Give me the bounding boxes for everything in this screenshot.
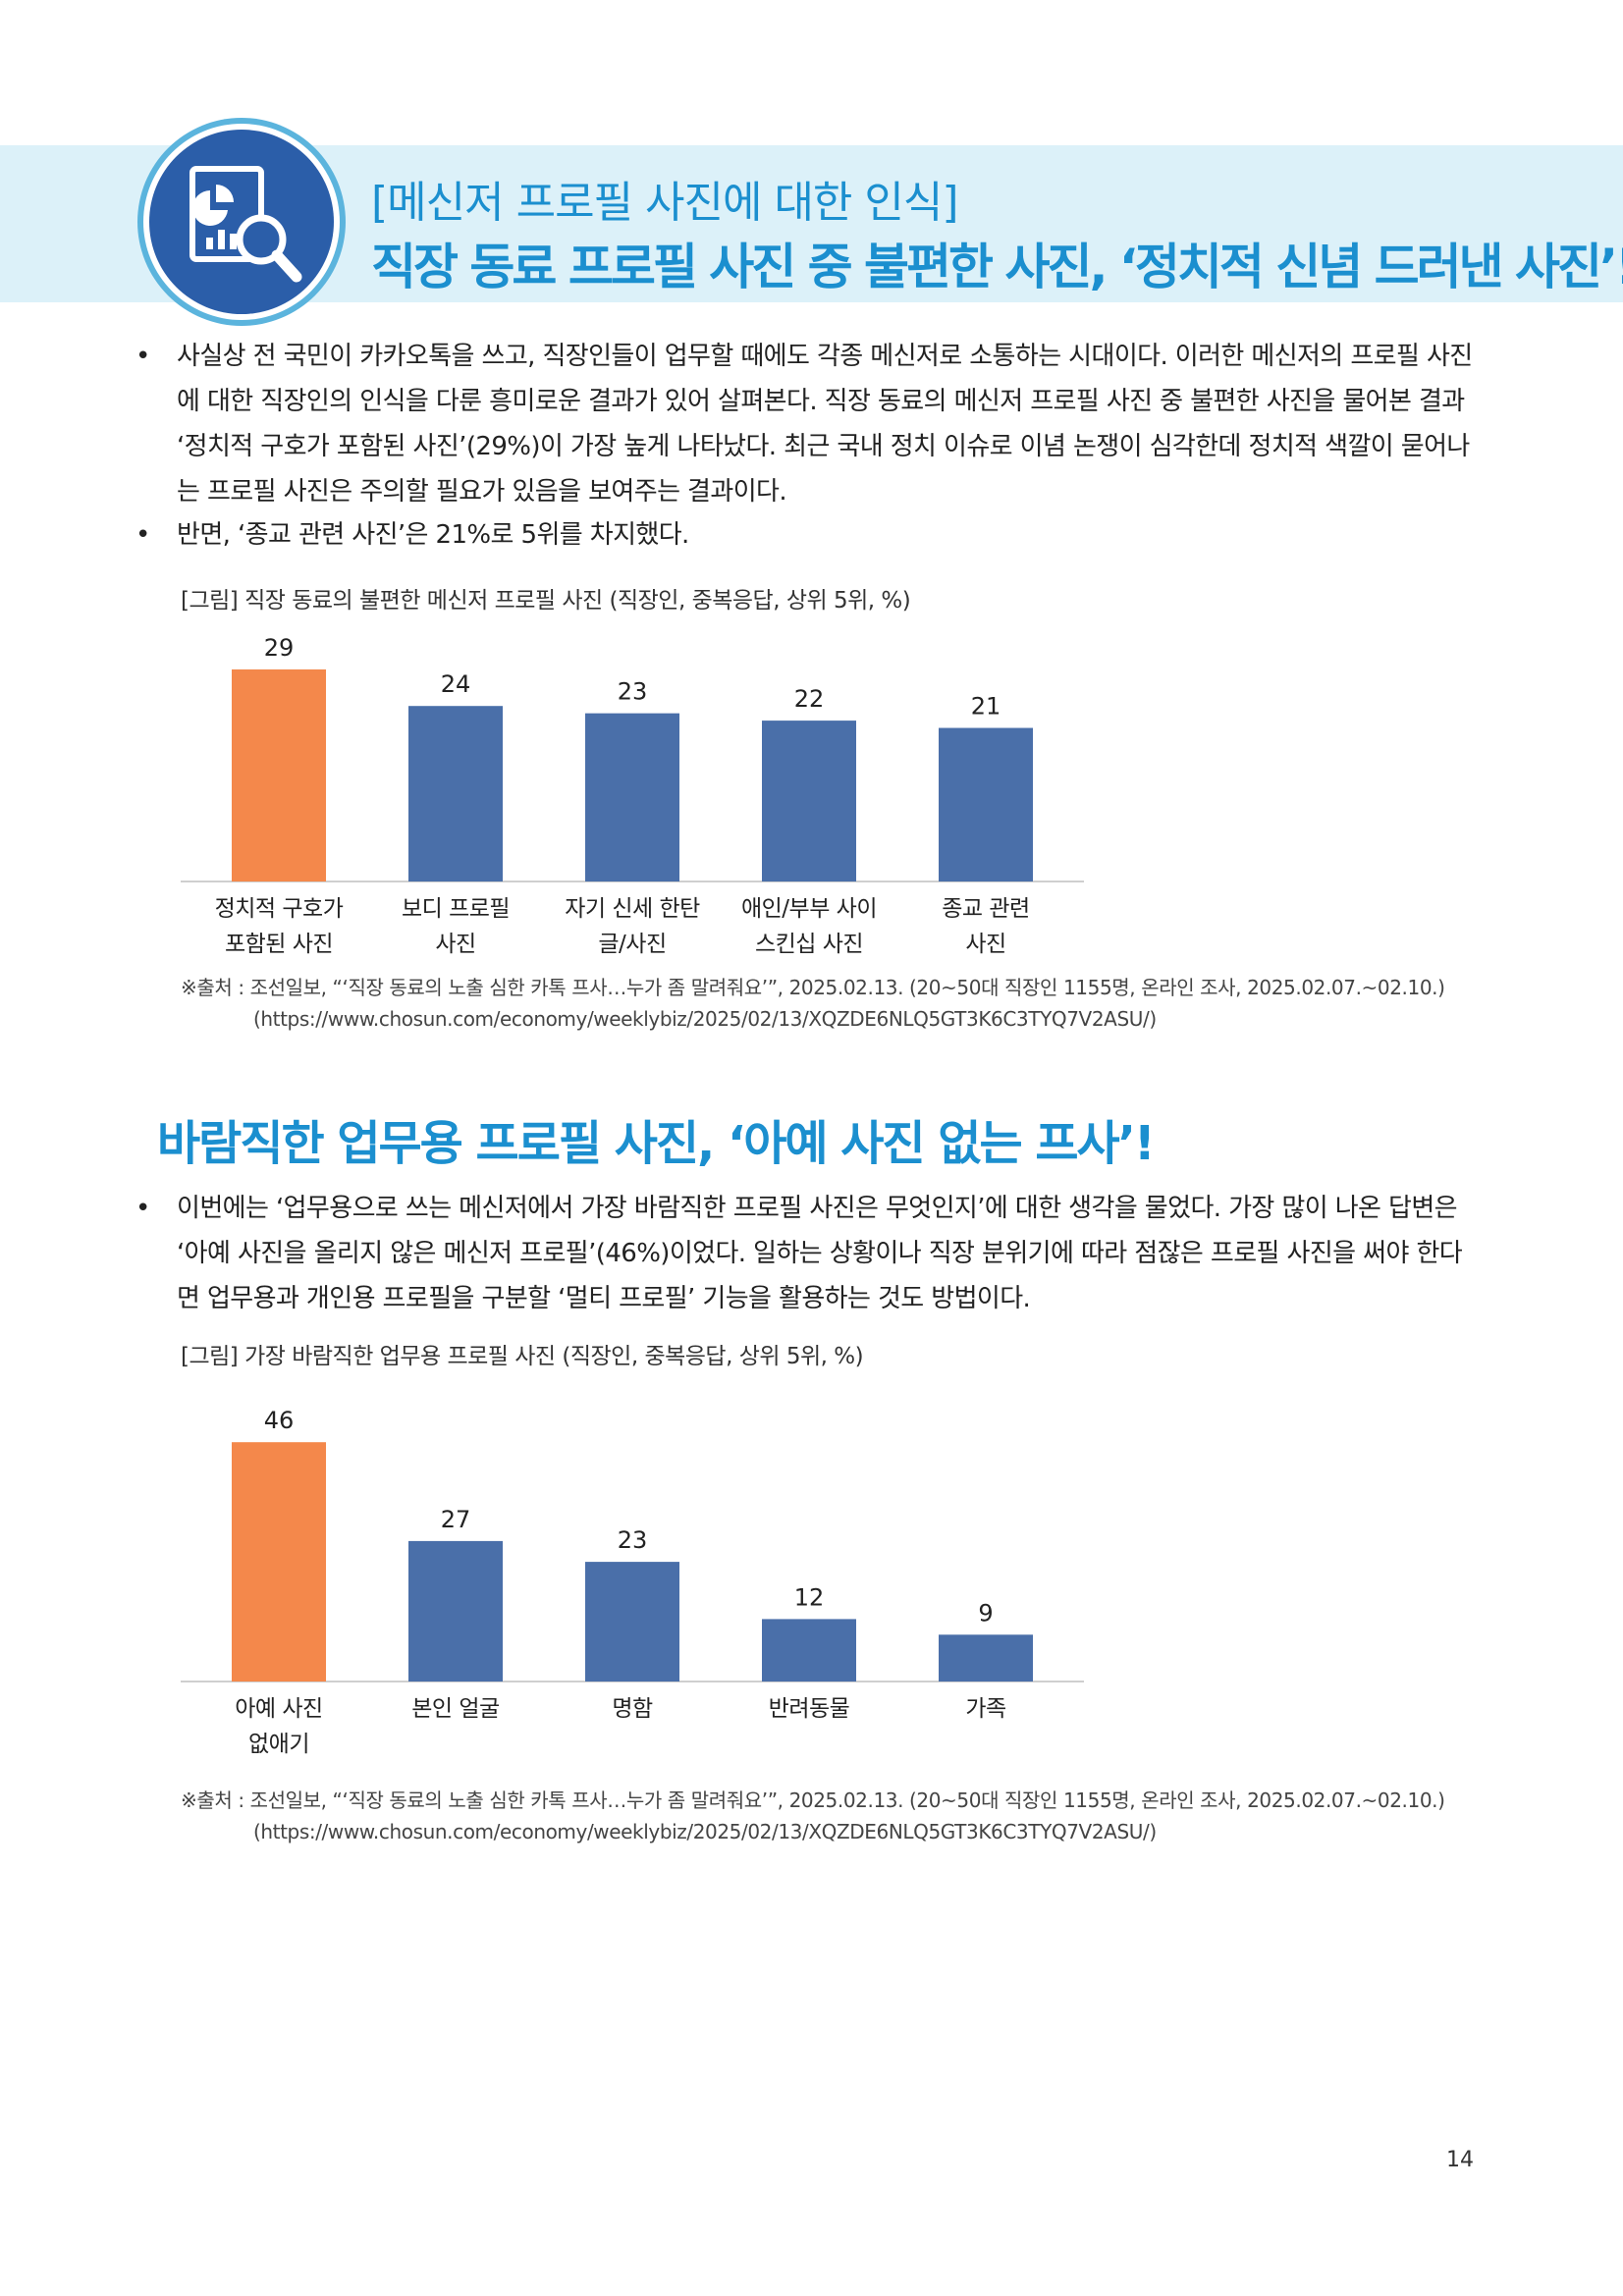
bar — [585, 713, 679, 881]
data-label: 24 — [441, 670, 471, 698]
category-label: 본인 얼굴 — [411, 1696, 500, 1722]
bar-chart-1: 29 24 23 22 21 정치적 구호가 포함된 사진 보디 프로필 사진 자기 신세 … — [0, 628, 1623, 967]
source-url: (https://www.chosun.com/economy/weeklybi… — [253, 1820, 1157, 1843]
header-title: 직장 동료 프로필 사진 중 불편한 사진, ‘정치적 신념 드러낸 사진’! — [371, 239, 1623, 295]
category-label: 가족 — [965, 1696, 1006, 1722]
category-label: 명함 — [612, 1696, 653, 1722]
bar — [408, 706, 503, 881]
data-label: 23 — [618, 1526, 648, 1554]
figure-title-2: [그림] 가장 바람직한 업무용 프로필 사진 (직장인, 중복응답, 상위 5… — [181, 1344, 864, 1369]
category-label: 정치적 구호가 포함된 사진 — [214, 896, 344, 957]
bar-chart-2: 46 27 23 12 9 아예 사진 없애기 본인 얼굴 명함 반려동물 가족 — [0, 1379, 1623, 1772]
figure-title-1: [그림] 직장 동료의 불편한 메신저 프로필 사진 (직장인, 중복응답, 상… — [181, 588, 911, 614]
bar — [232, 668, 326, 881]
category-label: 보디 프로필 사진 — [401, 896, 511, 957]
source-url: (https://www.chosun.com/economy/weeklybi… — [253, 1007, 1157, 1031]
section-title: 바람직한 업무용 프로필 사진, ‘아예 사진 없는 프사’! — [157, 1116, 1156, 1171]
data-label: 9 — [978, 1599, 993, 1627]
bullet-icon: • — [135, 1194, 150, 1223]
bar — [762, 1619, 856, 1682]
bar — [939, 727, 1033, 881]
bar — [232, 1442, 326, 1682]
bar-chart-2-svg: 46 27 23 12 9 — [181, 1407, 1084, 1682]
data-label: 27 — [441, 1506, 471, 1533]
source-note-1: ※출처 : 조선일보, “‘직장 동료의 노출 심한 카톡 프사…누가 좀 말려… — [181, 972, 1445, 1035]
category-label: 반려동물 — [768, 1696, 850, 1722]
bar — [939, 1634, 1033, 1682]
paragraph-1: • 사실상 전 국민이 카카오톡을 쓰고, 직장인들이 업무할 때에도 각종 메… — [135, 334, 1473, 514]
source-text: ※출처 : 조선일보, “‘직장 동료의 노출 심한 카톡 프사…누가 좀 말려… — [181, 976, 1445, 999]
header-badge — [149, 130, 334, 314]
data-label: 12 — [794, 1583, 825, 1611]
paragraph-text: 이번에는 ‘업무용으로 쓰는 메신저에서 가장 바람직한 프로필 사진은 무엇인… — [177, 1194, 1463, 1313]
data-label: 23 — [618, 678, 648, 706]
source-text: ※출처 : 조선일보, “‘직장 동료의 노출 심한 카톡 프사…누가 좀 말려… — [181, 1789, 1445, 1812]
bullet-icon: • — [135, 342, 150, 371]
data-label: 46 — [264, 1407, 295, 1434]
category-label: 아예 사진 없애기 — [235, 1696, 323, 1757]
data-label: 22 — [794, 685, 825, 713]
page-number: 14 — [1446, 2148, 1474, 2172]
paragraph-2: • 반면, ‘종교 관련 사진’은 21%로 5위를 차지했다. — [135, 512, 1473, 558]
category-label: 애인/부부 사이 스킨십 사진 — [740, 896, 878, 957]
category-label: 자기 신세 한탄 글/사진 — [565, 896, 700, 957]
source-note-2: ※출처 : 조선일보, “‘직장 동료의 노출 심한 카톡 프사…누가 좀 말려… — [181, 1785, 1445, 1847]
paragraph-text: 반면, ‘종교 관련 사진’은 21%로 5위를 차지했다. — [177, 520, 689, 550]
bullet-icon: • — [135, 520, 150, 550]
paragraph-3: • 이번에는 ‘업무용으로 쓰는 메신저에서 가장 바람직한 프로필 사진은 무… — [135, 1186, 1473, 1321]
report-magnifier-icon — [189, 166, 302, 283]
paragraph-text: 사실상 전 국민이 카카오톡을 쓰고, 직장인들이 업무할 때에도 각종 메신저… — [177, 342, 1473, 507]
category-label: 종교 관련 사진 — [942, 896, 1030, 957]
bar — [762, 721, 856, 881]
bar — [585, 1562, 679, 1682]
bar — [408, 1540, 503, 1682]
data-label: 29 — [264, 634, 295, 662]
data-label: 21 — [971, 693, 1001, 721]
bar-chart-1-svg: 29 24 23 22 21 — [181, 634, 1084, 882]
header-subtitle: [메신저 프로필 사진에 대한 인식] — [371, 178, 959, 228]
